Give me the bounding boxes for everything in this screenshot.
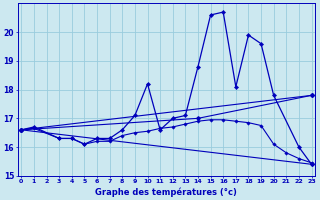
X-axis label: Graphe des températures (°c): Graphe des températures (°c) — [95, 187, 237, 197]
